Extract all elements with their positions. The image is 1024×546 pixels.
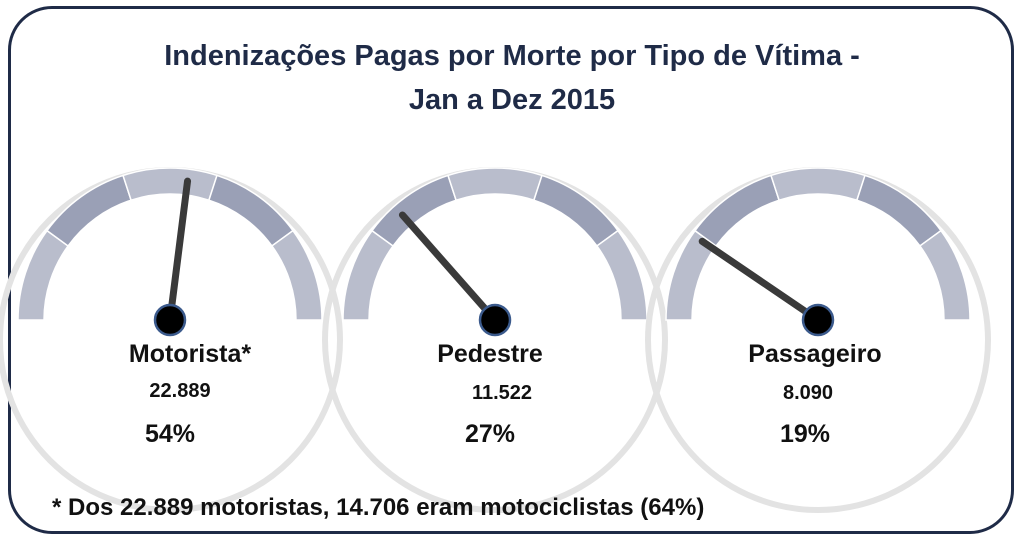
- gauge-motorista: [0, 167, 343, 513]
- gauge-value-passageiro: 8.090: [782, 382, 834, 404]
- gauge-value-pedestre: 11.522: [471, 382, 533, 404]
- gauge-percent-motorista: 54%: [144, 420, 196, 448]
- gauge-band-segment: [447, 167, 543, 202]
- gauge-label-motorista: Motorista*: [128, 340, 252, 368]
- gauge-hub: [153, 303, 187, 337]
- gauge-band-segment: [770, 167, 866, 202]
- gauge-passageiro: [645, 167, 991, 513]
- gauge-label-passageiro: Passageiro: [748, 340, 882, 368]
- gauge-percent-passageiro: 19%: [779, 420, 831, 448]
- gauge-needle-pedestre: [398, 211, 499, 324]
- chart-title-line2: Jan a Dez 2015: [408, 84, 616, 116]
- gauge-band-segment: [342, 229, 395, 321]
- gauge-band-segment: [270, 229, 323, 321]
- gauge-band-segment: [595, 229, 648, 321]
- gauge-hub: [801, 303, 835, 337]
- chart-title-line1: Indenizações Pagas por Morte por Tipo de…: [164, 40, 860, 72]
- gauge-band-segment: [122, 167, 218, 202]
- gauge-pedestre: [322, 167, 668, 513]
- gauge-label-pedestre: Pedestre: [437, 340, 543, 368]
- gauge-percent-pedestre: 27%: [464, 420, 516, 448]
- gauge-needle-motorista: [166, 177, 192, 324]
- gauge-value-motorista: 22.889: [149, 380, 211, 402]
- gauge-band-segment: [918, 229, 971, 321]
- gauge-hub: [478, 303, 512, 337]
- gauge-needle-passageiro: [698, 237, 822, 324]
- gauge-band-segment: [17, 229, 70, 321]
- footnote: * Dos 22.889 motoristas, 14.706 eram mot…: [52, 494, 705, 521]
